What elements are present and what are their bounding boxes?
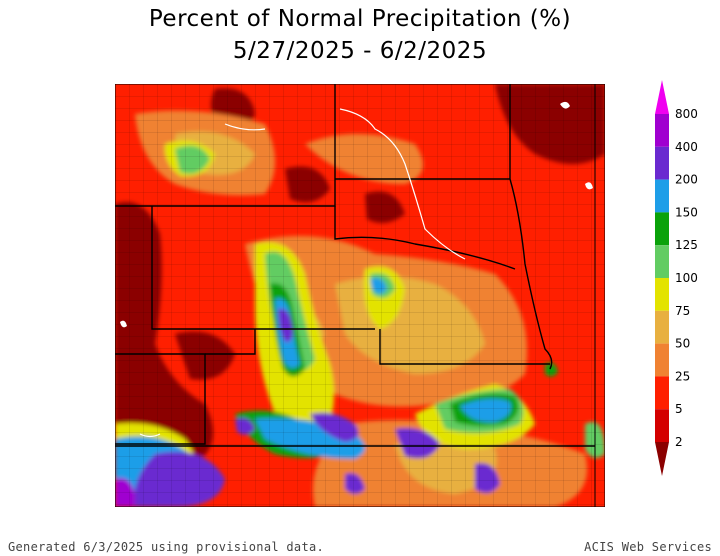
legend-swatch [655, 212, 669, 246]
map-date-range: 5/27/2025 - 6/2/2025 [232, 38, 488, 64]
legend-swatch [655, 310, 669, 344]
legend-tick-label: 125 [675, 238, 698, 252]
state-border [334, 206, 516, 270]
county-boundaries [115, 84, 605, 507]
legend-swatch [655, 114, 669, 147]
state-border [509, 84, 553, 370]
legend-swatch-max [655, 80, 669, 114]
state-boundaries [115, 84, 596, 507]
map-title: Percent of Normal Precipitation (%) [148, 6, 572, 32]
state-border [205, 329, 256, 355]
legend-tick-label: 5 [675, 402, 683, 416]
legend-tick-label: 800 [675, 107, 698, 121]
state-border [379, 329, 550, 365]
legend-tick-label: 100 [675, 271, 698, 285]
legend-swatch [655, 278, 669, 311]
state-border [151, 206, 375, 330]
generation-note: Generated 6/3/2025 using provisional dat… [8, 540, 325, 554]
lakes [120, 101, 593, 328]
legend-tick-label: 25 [675, 369, 690, 383]
rivers [139, 108, 466, 438]
legend-tick-label: 400 [675, 140, 698, 154]
state-border [115, 353, 206, 445]
precipitation-map [115, 84, 605, 507]
legend-tick-label: 150 [675, 205, 698, 219]
legend-tick-label: 50 [675, 337, 690, 351]
legend-swatch [655, 179, 669, 213]
legend-tick-label: 75 [675, 304, 690, 318]
legend-swatch [655, 409, 669, 442]
source-credit: ACIS Web Services [584, 540, 712, 554]
legend-swatch-min [655, 442, 669, 476]
legend-tick-label: 200 [675, 173, 698, 187]
map-canvas [115, 84, 605, 507]
legend-swatch [655, 376, 669, 410]
legend-swatch [655, 343, 669, 377]
legend-swatch [655, 245, 669, 278]
color-legend: 2 5 25 50 75 100 125 150 200 400 800 [652, 80, 720, 480]
legend-swatch [655, 146, 669, 180]
legend-tick-label: 2 [675, 435, 683, 449]
